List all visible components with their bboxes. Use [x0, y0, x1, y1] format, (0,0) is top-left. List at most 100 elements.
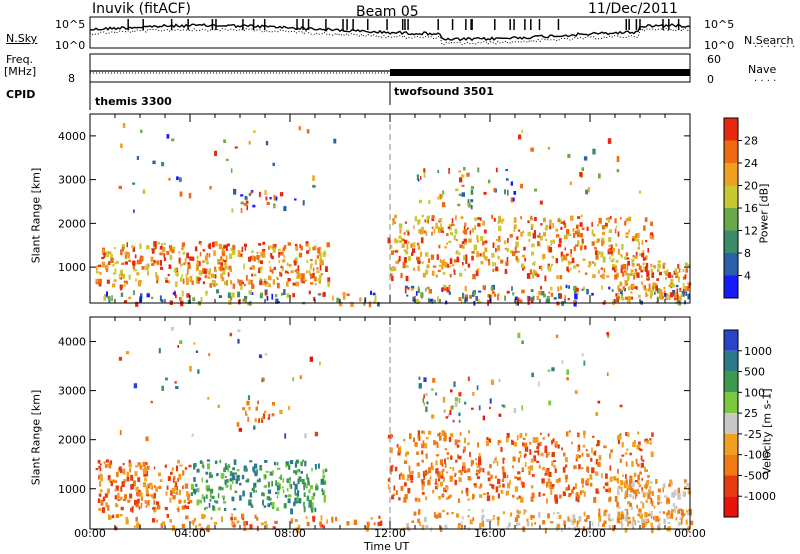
power-cell [548, 265, 552, 272]
power-cell [418, 199, 422, 204]
velocity-cell [129, 468, 131, 473]
velocity-cell [416, 451, 419, 455]
velocity-cell [680, 518, 683, 525]
power-cell [350, 301, 354, 307]
velocity-cell [464, 469, 467, 473]
velocity-cell [534, 522, 536, 525]
power-cell [108, 296, 111, 303]
power-cell [455, 188, 459, 192]
velocity-colorbar-segment [724, 371, 738, 393]
velocity-cell [650, 522, 653, 528]
power-cell [221, 250, 226, 257]
velocity-cell [636, 504, 638, 509]
velocity-cell [127, 499, 131, 503]
velocity-cell [547, 452, 550, 455]
velocity-cell [421, 479, 424, 485]
power-cell [124, 257, 128, 260]
power-cell [530, 297, 534, 304]
velocity-cell [534, 459, 537, 462]
velocity-cell [98, 493, 102, 497]
velocity-cell [486, 495, 491, 502]
velocity-cell [438, 478, 440, 482]
power-cell [511, 251, 516, 257]
power-cell [128, 274, 131, 280]
velocity-cell [545, 469, 549, 476]
power-cell [604, 226, 608, 229]
power-colorbar-segment [724, 275, 738, 298]
velocity-cell [636, 445, 639, 450]
power-cell [155, 245, 157, 250]
velocity-cell [312, 515, 316, 522]
velocity-cell [109, 515, 112, 520]
velocity-cell [209, 492, 212, 499]
power-cell [206, 252, 208, 258]
velocity-cell [617, 468, 619, 474]
velocity-cell [246, 400, 250, 406]
velocity-cell [400, 472, 403, 477]
velocity-cell [597, 400, 601, 404]
velocity-cell [486, 437, 489, 441]
velocity-cell [453, 381, 456, 388]
velocity-cell [458, 419, 461, 423]
velocity-cell [186, 505, 190, 510]
velocity-cell [627, 520, 631, 524]
power-cell [187, 262, 190, 265]
power-cell [214, 274, 217, 279]
power-cell [650, 294, 653, 299]
power-cell [482, 220, 485, 226]
power-cell [576, 289, 579, 295]
velocity-cell [625, 432, 628, 436]
power-cell [318, 253, 321, 257]
power-cell [390, 266, 394, 272]
power-cell [592, 148, 596, 155]
velocity-cell [166, 485, 169, 490]
velocity-cell [171, 525, 175, 531]
velocity-cell [443, 476, 445, 482]
velocity-cell [396, 444, 399, 448]
power-cell [314, 283, 317, 286]
velocity-cell [219, 459, 222, 464]
velocity-cell [454, 439, 458, 446]
power-cell [635, 233, 637, 239]
velocity-cell [571, 489, 574, 494]
power-cell [612, 299, 615, 305]
station-title: Inuvik (fitACF) [92, 1, 191, 17]
velocity-cell [150, 400, 153, 404]
velocity-cell [651, 500, 654, 507]
velocity-cell [536, 460, 540, 463]
velocity-cell [627, 517, 631, 520]
power-cell [596, 238, 599, 244]
velocity-cell [179, 499, 182, 504]
power-cell [153, 260, 156, 264]
velocity-cell [275, 491, 278, 495]
velocity-cell [170, 519, 172, 522]
power-cell [675, 275, 679, 278]
velocity-cell [494, 475, 497, 479]
power-cell [244, 245, 247, 251]
power-cell [272, 247, 276, 253]
velocity-cell [526, 521, 530, 527]
power-cell [278, 259, 281, 264]
power-cell [663, 286, 666, 290]
velocity-cell [265, 470, 269, 473]
power-colorbar-tick-label: 8 [744, 247, 751, 260]
velocity-cell [256, 468, 259, 475]
power-cell [461, 174, 465, 178]
power-cell [540, 286, 542, 290]
velocity-cell [644, 438, 648, 441]
velocity-cell [249, 524, 253, 530]
power-cell [162, 246, 166, 253]
power-cell [584, 245, 587, 250]
power-cell [464, 294, 468, 299]
velocity-cell [501, 478, 505, 482]
velocity-cell [120, 486, 123, 492]
velocity-cell [424, 392, 428, 397]
power-cell [318, 276, 322, 281]
power-cell [468, 238, 472, 243]
power-cell [119, 269, 123, 276]
velocity-cell [670, 511, 674, 514]
velocity-cell [653, 515, 655, 521]
power-cell [664, 270, 668, 276]
power-cell [187, 299, 191, 305]
power-colorbar-tick-label: 24 [744, 157, 758, 170]
